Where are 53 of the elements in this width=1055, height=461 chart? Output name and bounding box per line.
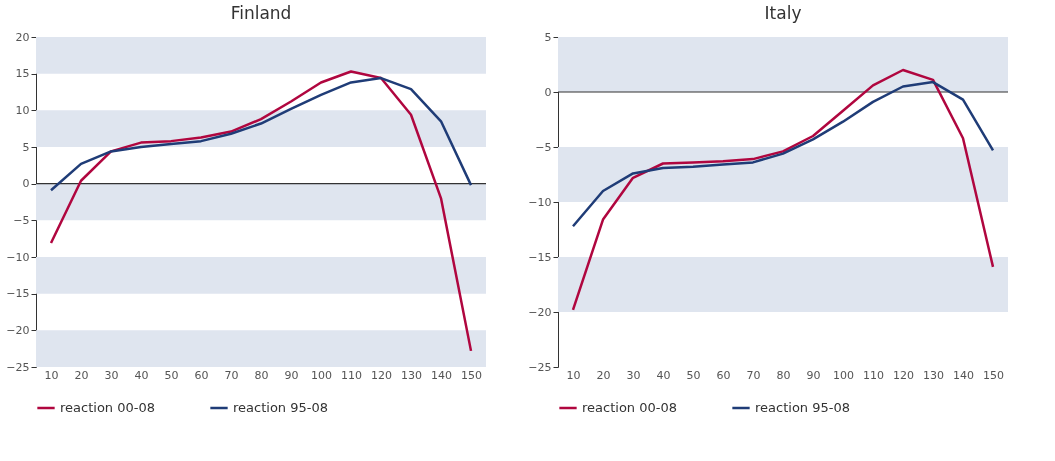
chart-title: Italy (764, 3, 802, 23)
legend-label: reaction 00-08 (582, 400, 677, 415)
x-tick-label: 50 (686, 368, 701, 382)
x-tick-label: 30 (626, 368, 641, 382)
x-tick-label: 120 (893, 368, 914, 382)
x-tick-label: 60 (194, 368, 209, 382)
y-tick-label: 20 (15, 30, 30, 44)
x-tick-label: 40 (134, 368, 149, 382)
legend-label: reaction 00-08 (60, 400, 155, 415)
y-tick-label: 10 (15, 103, 30, 117)
x-tick-label: 10 (566, 368, 581, 382)
x-tick-label: 50 (164, 368, 179, 382)
x-tick-label: 130 (923, 368, 944, 382)
y-tick-label: −20 (528, 305, 552, 319)
x-tick-label: 150 (461, 368, 482, 382)
x-tick-label: 120 (371, 368, 392, 382)
y-tick-label: 15 (15, 67, 30, 81)
x-tick-label: 20 (74, 368, 89, 382)
y-tick-label: 0 (22, 177, 30, 191)
x-tick-label: 110 (863, 368, 884, 382)
y-tick-label: −25 (6, 360, 30, 374)
x-tick-label: 30 (104, 368, 119, 382)
y-tick-label: 5 (544, 30, 552, 44)
legend-label: reaction 95-08 (755, 400, 850, 415)
y-tick-label: −25 (528, 360, 552, 374)
y-tick-label: 0 (544, 85, 552, 99)
y-tick-label: −15 (528, 250, 552, 264)
x-tick-label: 130 (401, 368, 422, 382)
y-tick-label: 5 (22, 140, 30, 154)
y-tick-label: −10 (528, 195, 552, 209)
x-tick-label: 70 (224, 368, 239, 382)
y-tick-label: −5 (13, 213, 30, 227)
x-tick-label: 150 (983, 368, 1004, 382)
y-tick-label: −10 (6, 250, 30, 264)
x-tick-label: 20 (596, 368, 611, 382)
x-tick-label: 140 (431, 368, 452, 382)
y-tick-label: −15 (6, 287, 30, 301)
legend-label: reaction 95-08 (233, 400, 328, 415)
x-tick-label: 60 (716, 368, 731, 382)
x-tick-label: 100 (833, 368, 854, 382)
x-tick-label: 140 (953, 368, 974, 382)
x-tick-label: 80 (254, 368, 269, 382)
y-tick-label: −20 (6, 323, 30, 337)
x-tick-label: 90 (806, 368, 821, 382)
x-tick-label: 90 (284, 368, 299, 382)
x-tick-label: 80 (776, 368, 791, 382)
x-tick-label: 10 (44, 368, 59, 382)
y-tick-label: −5 (535, 140, 552, 154)
x-tick-label: 100 (311, 368, 332, 382)
chart-title: Finland (230, 3, 292, 23)
x-tick-label: 40 (656, 368, 671, 382)
x-tick-label: 110 (341, 368, 362, 382)
x-tick-label: 70 (746, 368, 761, 382)
